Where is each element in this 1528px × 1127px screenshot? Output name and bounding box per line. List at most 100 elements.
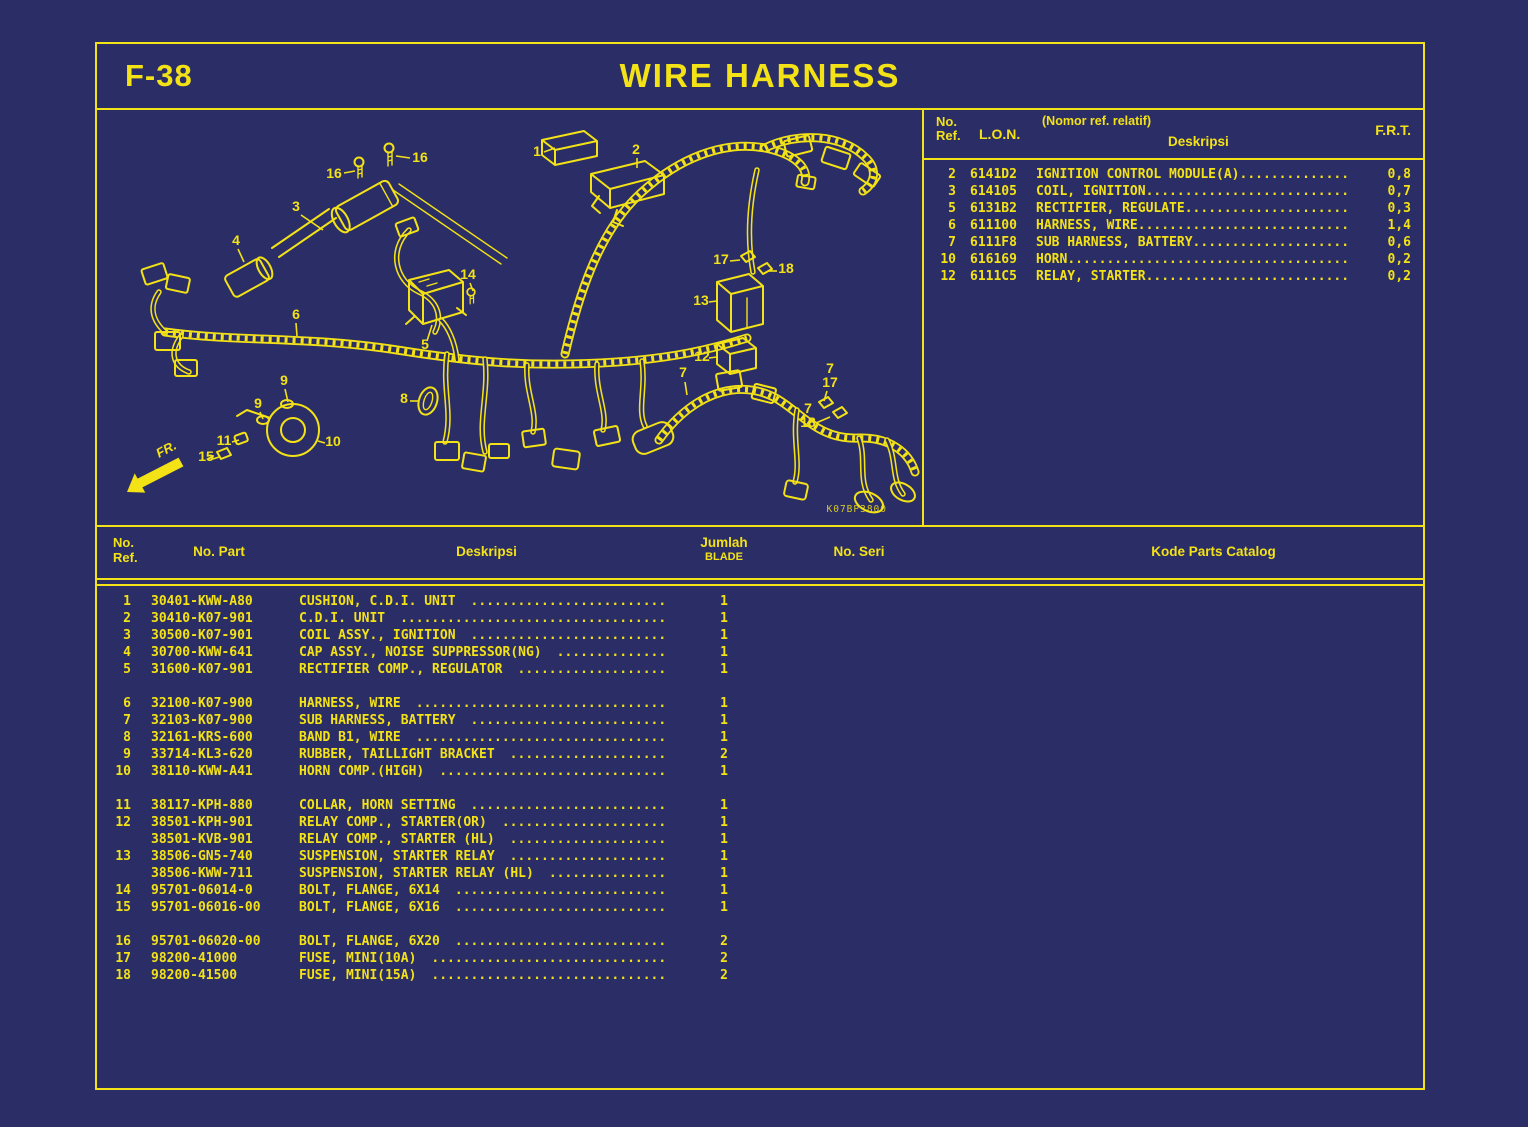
fr-arrow: FR. bbox=[127, 438, 184, 493]
svg-text:7: 7 bbox=[679, 364, 687, 380]
reference-table: No. Ref. L.O.N. (Nomor ref. relatif) Des… bbox=[922, 110, 1423, 525]
part-number: 38506-KWW-711 bbox=[151, 866, 253, 881]
parts-row: 8 32161-KRS-600 BAND B1, WIRE...........… bbox=[97, 729, 1423, 746]
parts-row: 1 30401-KWW-A80 CUSHION, C.D.I. UNIT....… bbox=[97, 593, 1423, 610]
part-number: 32161-KRS-600 bbox=[151, 730, 253, 745]
part-ref-number: 1 bbox=[123, 594, 131, 609]
parts-row: 16 95701-06020-00 BOLT, FLANGE, 6X20....… bbox=[97, 933, 1423, 950]
frt-value: 0,2 bbox=[1387, 269, 1411, 284]
svg-text:11: 11 bbox=[217, 432, 232, 448]
parts-row bbox=[97, 780, 1423, 797]
part-number: 98200-41500 bbox=[151, 968, 238, 983]
title-bar: F-38 WIRE HARNESS bbox=[97, 44, 1423, 110]
ref-description: SUB HARNESS, BATTERY.................... bbox=[1036, 235, 1350, 250]
lon-code: 614105 bbox=[970, 184, 1017, 199]
parts-row: 5 31600-K07-901 RECTIFIER COMP., REGULAT… bbox=[97, 661, 1423, 678]
cdi-cushion bbox=[541, 130, 598, 166]
reference-row: 6 611100 HARNESS, WIRE..................… bbox=[924, 217, 1423, 234]
parts-ref-col-header: No. Ref. bbox=[113, 535, 138, 565]
part-number-col-header: No. Part bbox=[193, 544, 245, 559]
svg-text:17: 17 bbox=[822, 374, 838, 390]
part-ref-number: 15 bbox=[115, 900, 131, 915]
part-description: FUSE, MINI(10A).........................… bbox=[299, 951, 667, 966]
part-description: BOLT, FLANGE, 6X20......................… bbox=[299, 934, 667, 949]
header-divider bbox=[97, 578, 1423, 586]
ref-description: HARNESS, WIRE........................... bbox=[1036, 218, 1350, 233]
part-description: RELAY COMP., STARTER (HL)...............… bbox=[299, 832, 667, 847]
kode-parts-catalog-col-header: Kode Parts Catalog bbox=[1151, 544, 1276, 559]
part-description: SUSPENSION, STARTER RELAY...............… bbox=[299, 849, 667, 864]
part-number: 95701-06014-0 bbox=[151, 883, 253, 898]
part-ref-number: 9 bbox=[123, 747, 131, 762]
ignition-coil bbox=[271, 179, 508, 265]
svg-text:16: 16 bbox=[326, 165, 342, 181]
svg-text:4: 4 bbox=[232, 232, 240, 248]
parts-row: 4 30700-KWW-641 CAP ASSY., NOISE SUPPRES… bbox=[97, 644, 1423, 661]
part-ref-number: 12 bbox=[115, 815, 131, 830]
part-ref-number: 17 bbox=[115, 951, 131, 966]
part-number: 30700-KWW-641 bbox=[151, 645, 253, 660]
part-description: COIL ASSY., IGNITION....................… bbox=[299, 628, 667, 643]
part-description: SUSPENSION, STARTER RELAY (HL)..........… bbox=[299, 866, 667, 881]
parts-row bbox=[97, 678, 1423, 695]
ref-number: 5 bbox=[948, 201, 956, 216]
fr-label: FR. bbox=[153, 438, 179, 461]
noise-suppressor-cap bbox=[224, 256, 274, 298]
frt-value: 0,7 bbox=[1387, 184, 1411, 199]
svg-text:18: 18 bbox=[800, 414, 816, 430]
part-ref-number: 8 bbox=[123, 730, 131, 745]
svg-text:1: 1 bbox=[533, 143, 541, 159]
part-number: 38501-KPH-901 bbox=[151, 815, 253, 830]
frt-value: 0,6 bbox=[1387, 235, 1411, 250]
svg-text:2: 2 bbox=[632, 141, 640, 157]
parts-row: 38501-KVB-901 RELAY COMP., STARTER (HL).… bbox=[97, 831, 1423, 848]
part-quantity: 2 bbox=[720, 747, 728, 762]
part-quantity: 1 bbox=[720, 730, 728, 745]
part-quantity: 1 bbox=[720, 645, 728, 660]
parts-row: 12 38501-KPH-901 RELAY COMP., STARTER(OR… bbox=[97, 814, 1423, 831]
part-quantity: 1 bbox=[720, 832, 728, 847]
parts-row: 2 30410-K07-901 C.D.I. UNIT.............… bbox=[97, 610, 1423, 627]
lon-code: 6131B2 bbox=[970, 201, 1017, 216]
part-number: 30410-K07-901 bbox=[151, 611, 253, 626]
wire-band bbox=[417, 386, 439, 416]
part-description: RUBBER, TAILLIGHT BRACKET...............… bbox=[299, 747, 667, 762]
svg-text:18: 18 bbox=[778, 260, 794, 276]
reference-row: 2 6141D2 IGNITION CONTROL MODULE(A).....… bbox=[924, 166, 1423, 183]
flange-bolts bbox=[353, 142, 476, 305]
part-description: HORN COMP.(HIGH)........................… bbox=[299, 764, 667, 779]
part-number: 98200-41000 bbox=[151, 951, 238, 966]
ref-number: 6 bbox=[948, 218, 956, 233]
part-ref-number: 11 bbox=[115, 798, 131, 813]
frt-col-header: F.R.T. bbox=[1375, 122, 1411, 138]
part-description: C.D.I. UNIT.............................… bbox=[299, 611, 667, 626]
ref-number: 2 bbox=[948, 167, 956, 182]
part-number: 95701-06020-00 bbox=[151, 934, 261, 949]
parts-table: No. Ref. No. Part Deskripsi Jumlah BLADE… bbox=[97, 525, 1423, 1088]
ref-number: 7 bbox=[948, 235, 956, 250]
parts-row bbox=[97, 916, 1423, 933]
deskripsi-col-header: Deskripsi bbox=[1168, 134, 1229, 149]
part-quantity: 1 bbox=[720, 815, 728, 830]
part-number: 33714-KL3-620 bbox=[151, 747, 253, 762]
ref-description: RELAY, STARTER.......................... bbox=[1036, 269, 1350, 284]
parts-deskripsi-col-header: Deskripsi bbox=[456, 544, 517, 559]
page-title: WIRE HARNESS bbox=[619, 57, 901, 94]
ref-number: 3 bbox=[948, 184, 956, 199]
parts-row: 14 95701-06014-0 BOLT, FLANGE, 6X14.....… bbox=[97, 882, 1423, 899]
parts-row: 7 32103-K07-900 SUB HARNESS, BATTERY....… bbox=[97, 712, 1423, 729]
part-number: 32100-K07-900 bbox=[151, 696, 253, 711]
svg-text:5: 5 bbox=[421, 336, 429, 352]
fuse-box bbox=[716, 273, 764, 333]
part-description: RELAY COMP., STARTER(OR)................… bbox=[299, 815, 667, 830]
ref-number: 12 bbox=[940, 269, 956, 284]
frt-value: 1,4 bbox=[1387, 218, 1411, 233]
catalog-frame: F-38 WIRE HARNESS bbox=[95, 42, 1425, 1090]
reference-row: 5 6131B2 RECTIFIER, REGULATE............… bbox=[924, 200, 1423, 217]
part-quantity: 1 bbox=[720, 662, 728, 677]
part-ref-number: 18 bbox=[115, 968, 131, 983]
lon-col-header: L.O.N. bbox=[979, 126, 1021, 142]
sub-harness bbox=[631, 389, 918, 514]
reference-table-rows: 2 6141D2 IGNITION CONTROL MODULE(A).....… bbox=[924, 160, 1423, 285]
